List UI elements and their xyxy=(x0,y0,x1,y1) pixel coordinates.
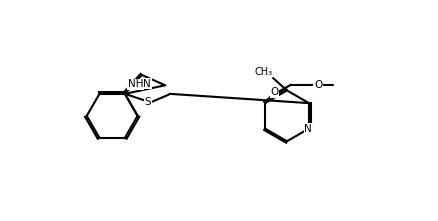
Text: NH: NH xyxy=(127,79,143,89)
Text: N: N xyxy=(143,79,151,89)
Text: CH₃: CH₃ xyxy=(254,67,272,76)
Text: O: O xyxy=(269,87,278,97)
Text: O: O xyxy=(313,80,321,90)
Text: S: S xyxy=(145,97,151,107)
Text: N: N xyxy=(304,124,311,133)
